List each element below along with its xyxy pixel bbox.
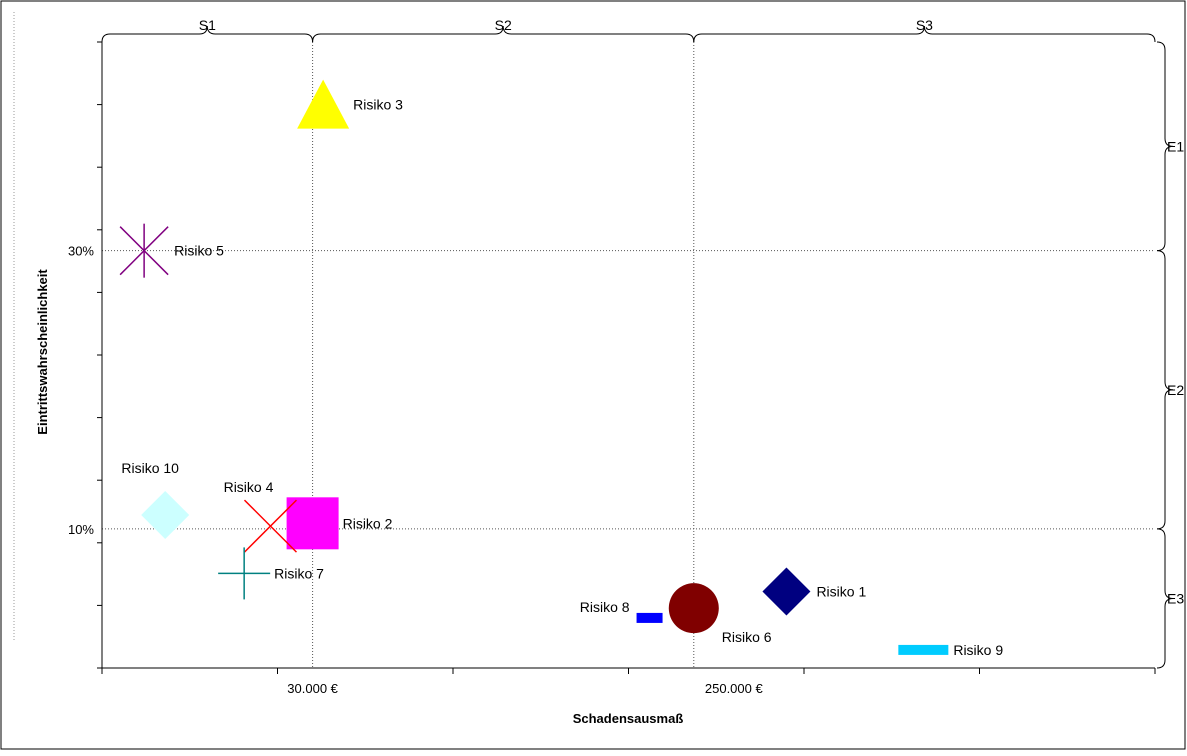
risk-label-1: Risiko 1 bbox=[816, 583, 866, 599]
bracket-e2 bbox=[1156, 250, 1174, 530]
reference-lines bbox=[102, 42, 1155, 668]
risk-marker-4-stroke-b bbox=[243, 499, 298, 553]
bracket-e1 bbox=[1156, 41, 1174, 252]
y-tick-label: 30% bbox=[68, 244, 94, 259]
bracket-e3 bbox=[1156, 528, 1174, 669]
risk-marker-9 bbox=[898, 644, 949, 655]
y-axis-title: Eintrittswahrscheinlichkeit bbox=[35, 269, 50, 435]
y-tick-label: 10% bbox=[68, 522, 94, 537]
risk-marker-6 bbox=[668, 583, 719, 634]
x-tick-label: 30.000 € bbox=[287, 681, 338, 696]
risk-marker-7 bbox=[218, 547, 271, 600]
risk-marker-2 bbox=[286, 497, 339, 550]
bracket-label-e2: E2 bbox=[1167, 382, 1184, 398]
bracket-s3 bbox=[693, 25, 1156, 43]
bracket-label-s2: S2 bbox=[495, 17, 512, 33]
brackets: S1 S2 S3 E1 E2 E3 bbox=[101, 17, 1184, 669]
risk-label-8: Risiko 8 bbox=[580, 599, 630, 615]
risk-label-7: Risiko 7 bbox=[274, 565, 324, 581]
risk-label-9: Risiko 9 bbox=[953, 642, 1003, 658]
bracket-label-e1: E1 bbox=[1167, 138, 1184, 154]
x-tick-label: 250.000 € bbox=[705, 681, 764, 696]
x-axis-title: Schadensausmaß bbox=[573, 711, 684, 726]
bracket-s1 bbox=[101, 25, 314, 43]
risk-marker-4 bbox=[243, 499, 298, 553]
risk-label-5: Risiko 5 bbox=[174, 243, 224, 259]
risk-marker-3 bbox=[297, 79, 350, 129]
risk-marker-1 bbox=[762, 567, 811, 616]
risk-label-6: Risiko 6 bbox=[722, 629, 772, 645]
risk-label-10: Risiko 10 bbox=[121, 460, 179, 476]
risk-marker-10 bbox=[141, 490, 190, 539]
risk-label-2: Risiko 2 bbox=[343, 515, 393, 531]
bracket-s2 bbox=[312, 25, 695, 43]
risk-marker-8 bbox=[636, 612, 663, 623]
bracket-label-s3: S3 bbox=[916, 17, 933, 33]
risk-label-4: Risiko 4 bbox=[224, 479, 274, 495]
bracket-label-s1: S1 bbox=[199, 17, 216, 33]
risk-label-3: Risiko 3 bbox=[353, 97, 403, 113]
axes: 30.000 € 250.000 € 10% 30% bbox=[68, 41, 1156, 696]
bracket-label-e3: E3 bbox=[1167, 590, 1184, 606]
risk-marker-5 bbox=[119, 223, 169, 278]
data-marks: Risiko 1 Risiko 2 Risiko 3 Risiko 4 Risiko 5… bbox=[119, 79, 1003, 658]
